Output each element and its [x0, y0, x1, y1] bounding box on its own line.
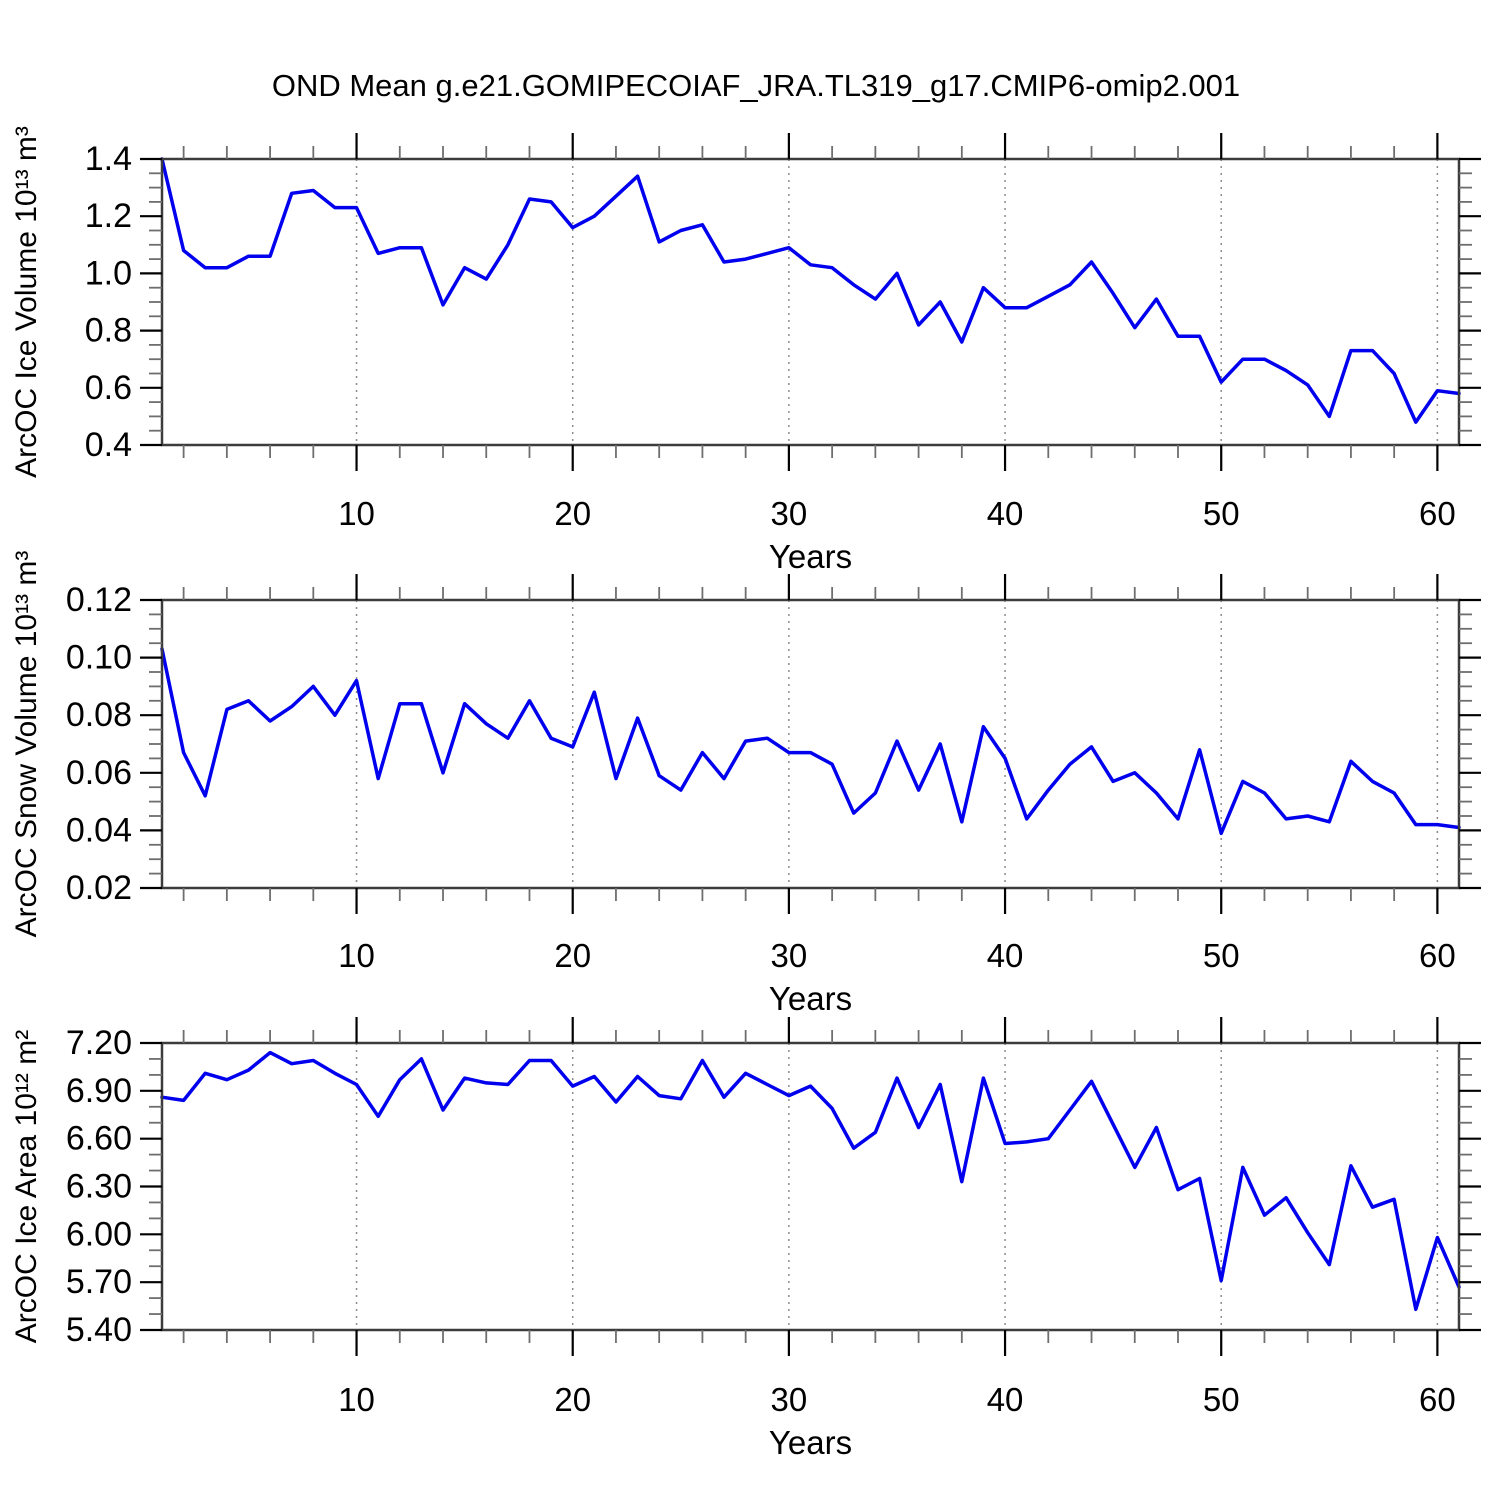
y-tick-label: 0.04 — [66, 811, 132, 849]
y-tick-label: 5.40 — [66, 1311, 132, 1349]
x-tick-label: 60 — [1419, 495, 1456, 532]
ice-volume-chart-line — [160, 157, 1461, 424]
y-tick-label: 0.8 — [85, 312, 132, 350]
snow-volume-chart: 10 20 30 40 50 60 0.02 0.04 0.06 0.08 0.10 0.12 ArcO… — [10, 551, 1481, 1017]
ice-area-chart: 10 20 30 40 50 60 5.40 5.70 6.00 6.30 6.60 6.90 7.20… — [10, 1017, 1481, 1461]
ice-area-chart-xlabel: Years — [769, 1424, 852, 1461]
y-tick-label: 6.60 — [66, 1120, 132, 1158]
ice-volume-chart: 10 20 30 40 50 60 0.4 0.6 0.8 1.0 1.2 1.4 ArcOC Ice … — [10, 126, 1481, 575]
x-tick-label: 20 — [554, 937, 591, 974]
figure-title: OND Mean g.e21.GOMIPECOIAF_JRA.TL319_g17… — [271, 68, 1241, 103]
y-tick-label: 1.2 — [85, 197, 132, 235]
x-tick-label: 60 — [1419, 937, 1456, 974]
y-tick-label: 0.4 — [85, 426, 132, 464]
x-tick-label: 10 — [338, 495, 375, 532]
y-tick-label: 5.70 — [66, 1263, 132, 1301]
y-tick-label: 6.90 — [66, 1072, 132, 1110]
snow-volume-chart-line — [160, 647, 1461, 836]
x-tick-label: 60 — [1419, 1381, 1456, 1418]
snow-volume-chart-xlabel: Years — [769, 980, 852, 1017]
ice-area-chart-line — [160, 1050, 1461, 1312]
y-tick-label: 7.20 — [66, 1024, 132, 1062]
x-tick-label: 50 — [1203, 937, 1240, 974]
x-tick-label: 40 — [987, 495, 1024, 532]
x-tick-label: 20 — [554, 1381, 591, 1418]
y-tick-label: 0.08 — [66, 696, 132, 734]
x-tick-label: 30 — [771, 937, 808, 974]
x-tick-label: 50 — [1203, 495, 1240, 532]
y-tick-label: 0.06 — [66, 754, 132, 792]
x-tick-label: 30 — [771, 1381, 808, 1418]
snow-volume-chart-ylabel: ArcOC Snow Volume 10¹³ m³ — [10, 551, 43, 938]
x-tick-label: 10 — [338, 937, 375, 974]
ice-volume-chart-xlabel: Years — [769, 538, 852, 575]
ice-volume-chart-ylabel: ArcOC Ice Volume 10¹³ m³ — [10, 126, 43, 478]
x-tick-label: 10 — [338, 1381, 375, 1418]
y-tick-label: 0.6 — [85, 369, 132, 407]
y-tick-label: 0.10 — [66, 639, 132, 677]
y-tick-label: 6.30 — [66, 1168, 132, 1206]
y-tick-label: 0.02 — [66, 869, 132, 907]
x-tick-label: 40 — [987, 1381, 1024, 1418]
ice-area-chart-ylabel: ArcOC Ice Area 10¹² m² — [10, 1030, 43, 1343]
x-tick-label: 20 — [554, 495, 591, 532]
x-tick-label: 30 — [771, 495, 808, 532]
x-tick-label: 40 — [987, 937, 1024, 974]
y-tick-label: 1.0 — [85, 254, 132, 292]
y-tick-label: 0.12 — [66, 581, 132, 619]
y-tick-label: 1.4 — [85, 140, 132, 178]
x-tick-label: 50 — [1203, 1381, 1240, 1418]
y-tick-label: 6.00 — [66, 1215, 132, 1253]
